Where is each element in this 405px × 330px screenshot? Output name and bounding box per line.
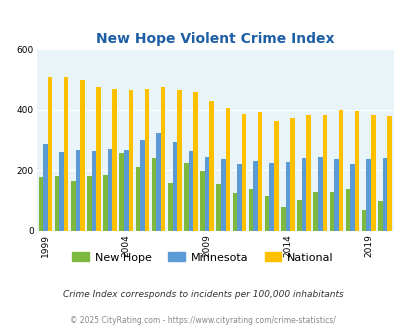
Bar bbox=[103, 175, 108, 231]
Bar bbox=[241, 114, 245, 231]
Bar bbox=[188, 151, 193, 231]
Bar bbox=[43, 144, 47, 231]
Bar bbox=[361, 211, 366, 231]
Bar bbox=[296, 200, 301, 231]
Bar bbox=[119, 153, 124, 231]
Bar bbox=[301, 158, 306, 231]
Bar bbox=[257, 113, 262, 231]
Bar bbox=[370, 115, 375, 231]
Bar bbox=[128, 90, 133, 231]
Bar bbox=[232, 193, 237, 231]
Bar bbox=[264, 196, 269, 231]
Bar bbox=[144, 89, 149, 231]
Bar bbox=[205, 157, 209, 231]
Bar bbox=[71, 181, 75, 231]
Bar bbox=[193, 92, 197, 231]
Bar bbox=[220, 159, 225, 231]
Bar bbox=[333, 159, 338, 231]
Bar bbox=[273, 120, 278, 231]
Bar bbox=[269, 163, 273, 231]
Bar bbox=[160, 87, 165, 231]
Bar bbox=[140, 140, 144, 231]
Bar bbox=[350, 164, 354, 231]
Bar bbox=[216, 184, 220, 231]
Bar bbox=[135, 167, 140, 231]
Bar bbox=[285, 162, 290, 231]
Bar bbox=[345, 189, 350, 231]
Bar bbox=[322, 115, 326, 231]
Bar bbox=[386, 116, 391, 231]
Bar bbox=[59, 152, 64, 231]
Legend: New Hope, Minnesota, National: New Hope, Minnesota, National bbox=[68, 248, 337, 267]
Bar bbox=[290, 118, 294, 231]
Bar bbox=[377, 201, 382, 231]
Bar bbox=[317, 157, 322, 231]
Bar bbox=[108, 149, 112, 231]
Bar bbox=[92, 151, 96, 231]
Bar bbox=[156, 133, 160, 231]
Bar bbox=[80, 80, 84, 231]
Bar bbox=[184, 163, 188, 231]
Bar bbox=[64, 77, 68, 231]
Bar bbox=[329, 192, 333, 231]
Bar bbox=[172, 142, 177, 231]
Bar bbox=[75, 150, 80, 231]
Bar bbox=[200, 171, 205, 231]
Bar bbox=[151, 158, 156, 231]
Bar bbox=[313, 192, 317, 231]
Bar bbox=[96, 87, 100, 231]
Bar bbox=[177, 90, 181, 231]
Text: © 2025 CityRating.com - https://www.cityrating.com/crime-statistics/: © 2025 CityRating.com - https://www.city… bbox=[70, 316, 335, 325]
Bar bbox=[168, 182, 172, 231]
Bar bbox=[280, 207, 285, 231]
Bar bbox=[338, 110, 342, 231]
Bar bbox=[225, 109, 230, 231]
Bar bbox=[209, 101, 213, 231]
Bar bbox=[38, 177, 43, 231]
Bar bbox=[112, 89, 117, 231]
Bar bbox=[87, 176, 92, 231]
Bar bbox=[382, 158, 386, 231]
Bar bbox=[248, 189, 253, 231]
Text: Crime Index corresponds to incidents per 100,000 inhabitants: Crime Index corresponds to incidents per… bbox=[62, 290, 343, 299]
Bar bbox=[237, 164, 241, 231]
Bar bbox=[306, 115, 310, 231]
Title: New Hope Violent Crime Index: New Hope Violent Crime Index bbox=[96, 32, 334, 46]
Bar bbox=[55, 176, 59, 231]
Bar bbox=[366, 159, 370, 231]
Bar bbox=[354, 111, 358, 231]
Bar bbox=[47, 77, 52, 231]
Bar bbox=[253, 161, 257, 231]
Bar bbox=[124, 150, 128, 231]
